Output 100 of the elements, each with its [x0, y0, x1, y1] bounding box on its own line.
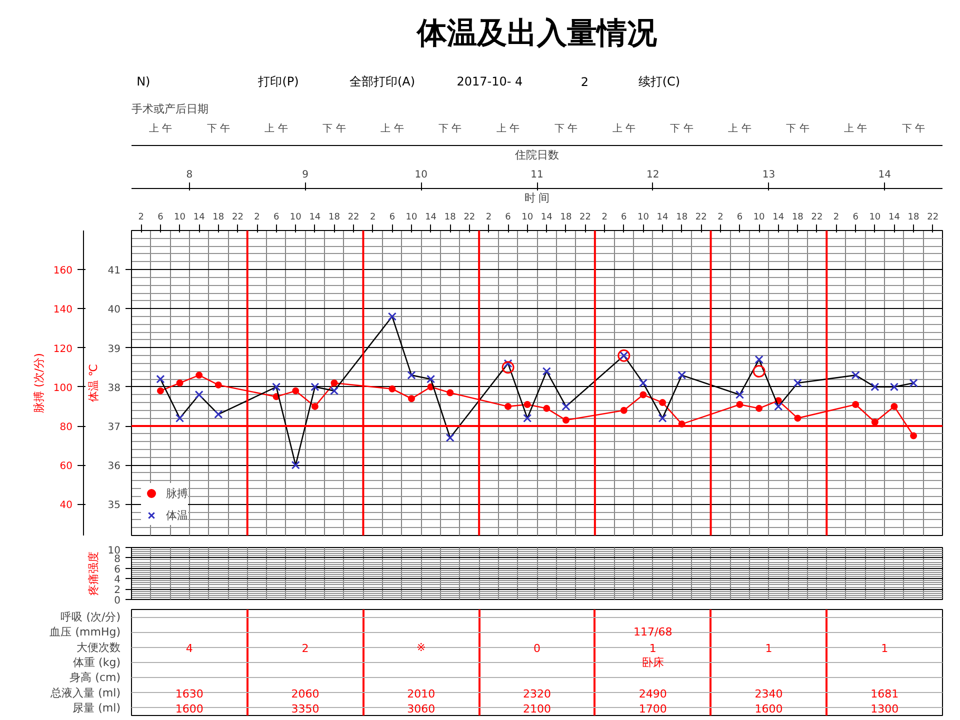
- y-tick-label: 38: [108, 382, 121, 394]
- y-tick-label: 6: [114, 564, 121, 576]
- y-axis-title: 疼痛强度: [86, 552, 100, 596]
- x-tick-label: 14: [656, 212, 669, 222]
- text: 下 午: [554, 122, 578, 134]
- point: [736, 401, 744, 408]
- text: 上 午: [148, 122, 172, 134]
- legend-label: 体温: [166, 508, 188, 522]
- point: [330, 386, 339, 396]
- point: [543, 404, 550, 412]
- point: [735, 390, 744, 400]
- x-tick-label: 14: [425, 212, 437, 222]
- x-tick-label: 14: [772, 212, 784, 222]
- x2-tick-label: 9: [302, 170, 308, 180]
- point: [291, 460, 300, 470]
- x-tick-label: 6: [273, 212, 280, 222]
- text: ※: [416, 640, 426, 654]
- text: 2490: [638, 687, 667, 700]
- category-label: 身高 (cm): [70, 671, 120, 684]
- point: [156, 387, 164, 394]
- text: 续打(C): [638, 74, 680, 88]
- point: [426, 374, 436, 384]
- x-tick-label: 22: [464, 212, 476, 222]
- x-tick-label: 10: [869, 212, 881, 222]
- x-tick-label: 2: [254, 212, 260, 222]
- text: 1681: [870, 687, 899, 700]
- x-tick-label: 2: [370, 212, 376, 222]
- y-tick-label: 8: [114, 554, 121, 565]
- x-tick-label: 18: [908, 212, 920, 222]
- x-tick-label: 2: [602, 212, 608, 222]
- text: 卧床: [642, 656, 664, 669]
- x2-tick-label: 13: [762, 170, 776, 180]
- x-tick-label: 18: [212, 212, 224, 222]
- text: 下 午: [786, 122, 810, 134]
- text: 2100: [523, 702, 552, 716]
- y-tick-label: 41: [108, 266, 121, 277]
- point: [620, 406, 628, 414]
- text: 1: [765, 642, 772, 655]
- text: 1700: [638, 702, 667, 716]
- x-tick-label: 2: [486, 212, 492, 222]
- text: 上 午: [264, 122, 288, 134]
- y-tick-label: 35: [108, 500, 121, 512]
- y2-axis-title: 脉搏 (次/分): [32, 353, 46, 413]
- point: [794, 414, 802, 422]
- y-tick-label: 2: [114, 585, 121, 596]
- x-tick-label: 6: [621, 212, 628, 222]
- point: [311, 402, 318, 410]
- text: 3060: [407, 702, 436, 716]
- point: [756, 404, 763, 412]
- text: 1630: [175, 687, 204, 700]
- x-tick-label: 10: [290, 212, 302, 222]
- point: [852, 401, 860, 408]
- point: [272, 382, 281, 392]
- x-tick-label: 2: [718, 212, 724, 222]
- point: [562, 416, 570, 424]
- point: [640, 391, 647, 398]
- x-tick-label: 2: [138, 212, 144, 222]
- x2-axis-title: 住院日数: [515, 148, 559, 162]
- text: 全部打印(A): [349, 74, 416, 88]
- point: [214, 410, 223, 419]
- text: 1600: [754, 702, 783, 716]
- x-tick-label: 14: [888, 212, 900, 222]
- point: [909, 378, 918, 388]
- point: [175, 414, 184, 422]
- text: 1300: [870, 702, 899, 716]
- point: [890, 382, 899, 392]
- text: 上 午: [844, 122, 868, 134]
- text: 上 午: [380, 122, 404, 134]
- x2-tick-label: 11: [530, 170, 544, 180]
- x-tick-label: 22: [232, 212, 244, 222]
- point: [176, 380, 184, 386]
- x-tick-label: 22: [580, 212, 591, 222]
- x-tick-label: 14: [309, 212, 321, 222]
- point: [562, 402, 570, 411]
- y-tick-label: 40: [108, 304, 121, 316]
- x-tick-label: 10: [174, 212, 186, 222]
- y2-tick-label: 40: [60, 500, 73, 512]
- point: [310, 382, 320, 392]
- point: [678, 370, 686, 380]
- x-tick-label: 22: [348, 212, 360, 222]
- x2-tick-label: 14: [878, 170, 891, 180]
- x-tick-label: 22: [927, 212, 939, 222]
- point: [502, 361, 514, 374]
- text: 上 午: [612, 122, 636, 134]
- x-tick-label: 14: [193, 212, 206, 222]
- text: 2: [580, 75, 589, 89]
- x-tick-label: 22: [811, 212, 823, 222]
- text: 2320: [523, 687, 552, 700]
- text: 117/68: [634, 626, 672, 639]
- point: [446, 389, 454, 396]
- text: N): [136, 74, 150, 88]
- point: [388, 312, 396, 321]
- text: 2060: [291, 687, 320, 700]
- category-label: 血压 (mmHg): [50, 626, 120, 639]
- category-label: 呼吸 (次/分): [60, 610, 121, 624]
- text: 1600: [175, 702, 204, 716]
- x-axis-title: 时 间: [524, 192, 550, 204]
- point: [890, 402, 898, 410]
- y-tick-label: 36: [108, 461, 121, 472]
- point: [446, 433, 454, 442]
